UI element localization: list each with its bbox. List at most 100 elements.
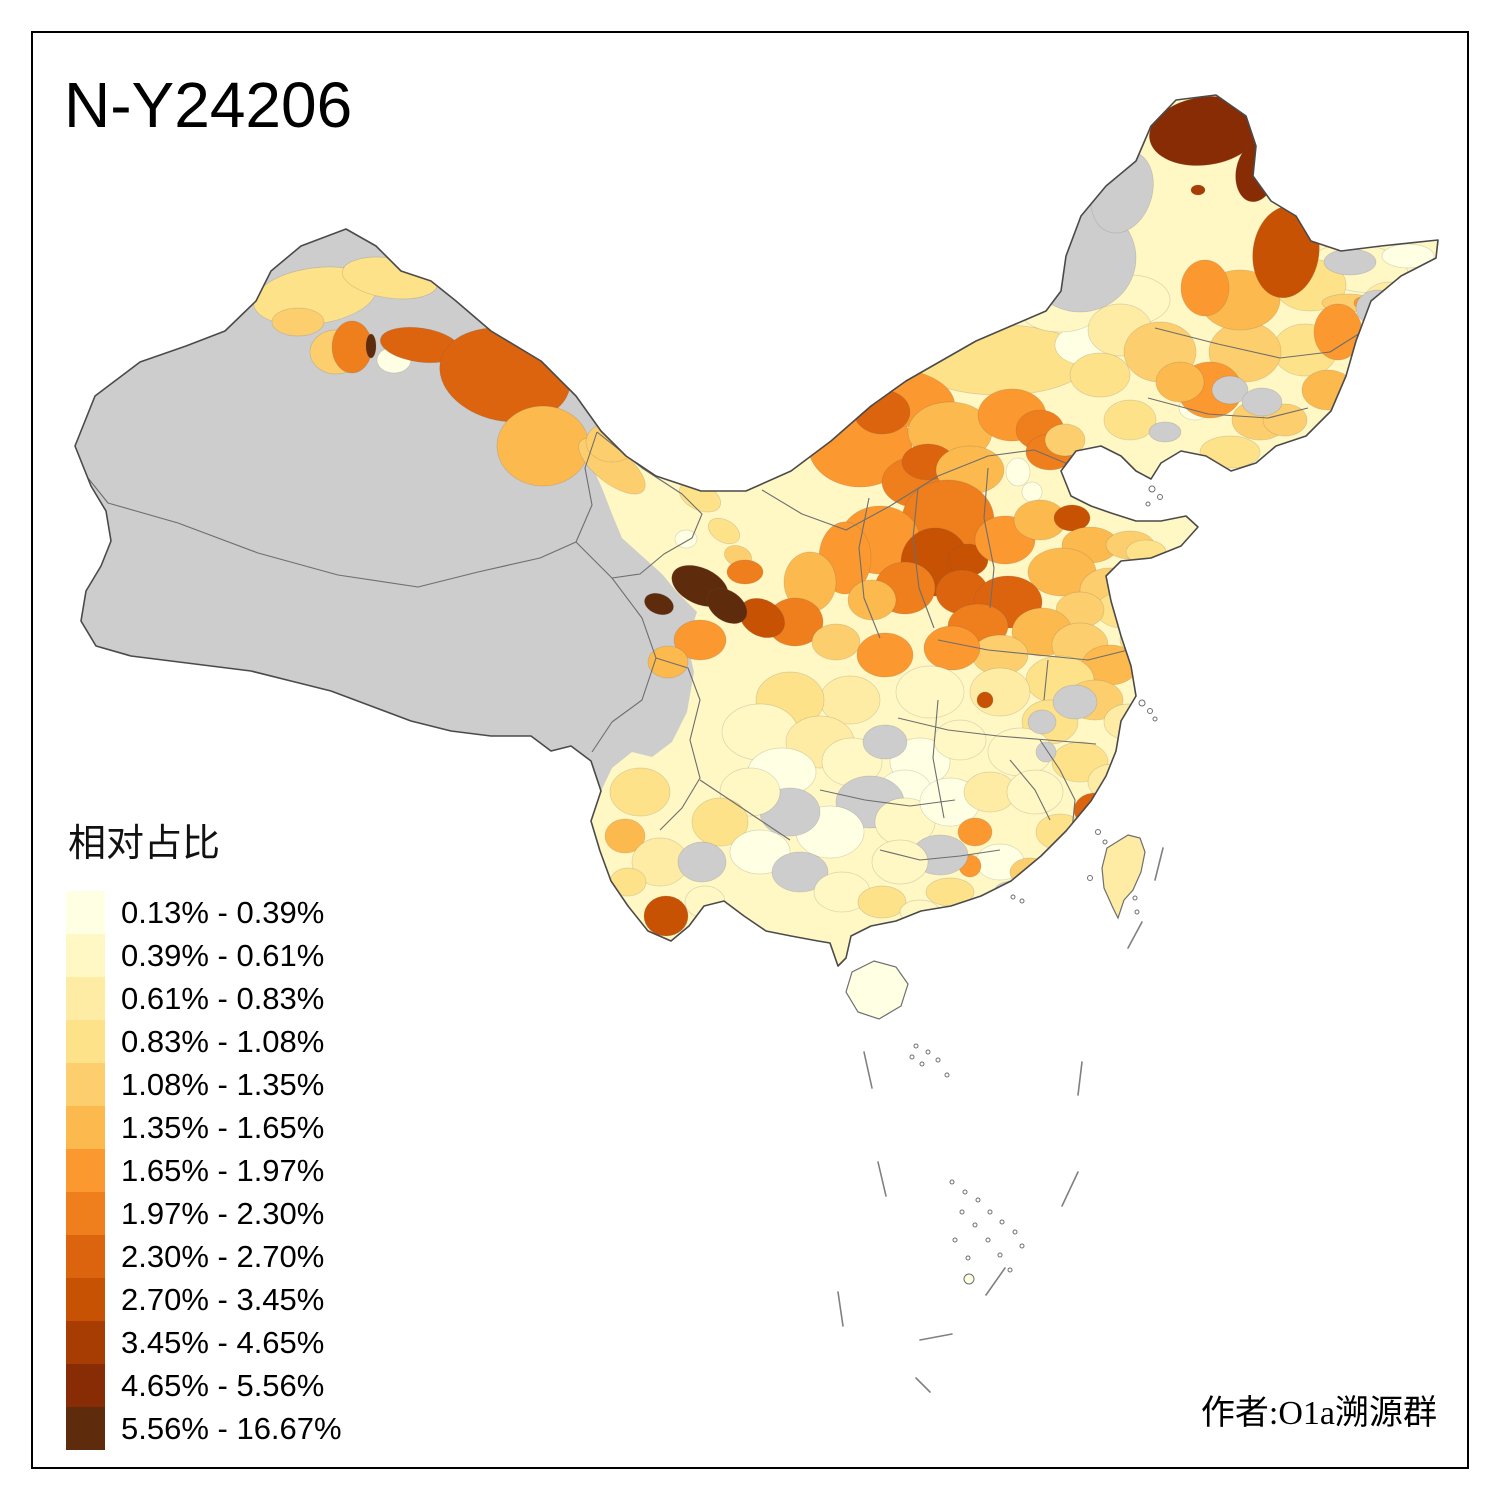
small-island-dot — [1095, 829, 1101, 835]
province-border-line — [897, 717, 1097, 745]
region-blob — [1052, 684, 1098, 720]
legend-row: 1.35% - 1.65% — [66, 1106, 342, 1149]
province-border-line — [819, 789, 956, 807]
legend-label: 0.39% - 0.61% — [121, 937, 325, 973]
small-island-dot — [997, 1252, 1003, 1258]
region-blob — [976, 691, 994, 709]
legend-row: 0.39% - 0.61% — [66, 934, 342, 977]
small-island-dot — [1134, 909, 1140, 915]
region-blob — [1006, 769, 1064, 815]
sea-dash-lines — [837, 847, 1164, 1393]
legend-label: 1.97% - 2.30% — [121, 1195, 325, 1231]
region-blob — [847, 579, 897, 621]
province-border-line — [1154, 327, 1369, 359]
province-border-line — [699, 779, 791, 841]
small-island-dot — [944, 1072, 950, 1078]
province-border-line — [937, 639, 1129, 661]
hainan-island — [845, 960, 909, 1020]
small-island-dot — [962, 1189, 968, 1195]
legend: 相对占比 0.13% - 0.39% 0.39% - 0.61% 0.61% - 0… — [66, 812, 342, 1450]
legend-label: 5.56% - 16.67% — [121, 1410, 342, 1446]
national-border-line — [74, 94, 1439, 967]
region-blob — [957, 817, 993, 847]
sea-dash — [837, 1291, 844, 1327]
sea-dash — [877, 1161, 887, 1197]
region-blob — [1021, 481, 1043, 503]
legend-row: 5.56% - 16.67% — [66, 1407, 342, 1450]
region-blob — [933, 719, 987, 761]
legend-swatch — [66, 1063, 105, 1106]
legend-label: 0.83% - 1.08% — [121, 1023, 325, 1059]
region-blob — [895, 665, 965, 719]
legend-label: 1.35% - 1.65% — [121, 1109, 325, 1145]
region-blob — [1155, 361, 1205, 403]
legend-label: 0.13% - 0.39% — [121, 894, 325, 930]
region-blob — [271, 307, 325, 337]
province-border-line — [983, 467, 995, 609]
province-border-line — [858, 497, 881, 639]
legend-row: 0.61% - 0.83% — [66, 977, 342, 1020]
region-blob — [857, 885, 907, 919]
legend-swatch — [66, 891, 105, 934]
legend-swatch — [66, 1020, 105, 1063]
small-island-dot — [949, 1179, 955, 1185]
region-blob — [811, 623, 861, 661]
small-island-dot — [1138, 699, 1146, 707]
region-blob — [673, 619, 727, 661]
region-blob — [993, 880, 1031, 904]
province-border-line — [87, 431, 598, 588]
region-blob — [674, 529, 698, 549]
region-blob — [1103, 399, 1157, 441]
small-island-dot — [1102, 839, 1108, 845]
legend-swatch — [66, 1192, 105, 1235]
small-island-dot — [935, 1057, 941, 1063]
small-island-dot — [1147, 708, 1153, 714]
region-blob — [365, 333, 377, 359]
region-blob — [691, 797, 749, 847]
legend-swatch — [66, 977, 105, 1020]
legend-row: 1.97% - 2.30% — [66, 1192, 342, 1235]
region-blob — [853, 389, 911, 435]
region-blob — [1053, 504, 1091, 532]
sea-dash — [1061, 1171, 1079, 1207]
region-blob — [1073, 792, 1117, 828]
legend-rows: 0.13% - 0.39% 0.39% - 0.61% 0.61% - 0.83% 0… — [66, 891, 342, 1450]
region-blob — [1069, 352, 1131, 398]
province-border-line — [655, 657, 701, 831]
sea-dash — [1154, 847, 1164, 881]
legend-label: 2.70% - 3.45% — [121, 1281, 325, 1317]
legend-swatch — [66, 1106, 105, 1149]
legend-row: 0.13% - 0.39% — [66, 891, 342, 934]
legend-label: 0.61% - 0.83% — [121, 980, 325, 1016]
legend-swatch — [66, 1149, 105, 1192]
legend-row: 0.83% - 1.08% — [66, 1020, 342, 1063]
legend-row: 2.70% - 3.45% — [66, 1278, 342, 1321]
province-border-line — [879, 849, 1001, 861]
sea-dash — [1077, 1061, 1083, 1096]
small-island-dot — [1087, 875, 1093, 881]
province-border-line — [761, 449, 1097, 531]
islands — [845, 485, 1163, 1285]
attribution: 作者:O1a溯源群 — [1200, 1395, 1437, 1432]
region-blob — [1035, 813, 1085, 851]
legend-row: 2.30% - 2.70% — [66, 1235, 342, 1278]
region-blob — [609, 867, 647, 897]
province-border-line — [1009, 759, 1051, 821]
region-blob — [706, 588, 748, 624]
small-island-dot — [999, 1219, 1005, 1225]
region-blob — [1211, 375, 1249, 405]
small-island-dot — [1010, 894, 1016, 900]
small-island-dot — [1019, 898, 1025, 904]
region-blob — [1381, 243, 1435, 269]
region-blob — [1190, 184, 1206, 196]
small-island-dot — [925, 1049, 931, 1055]
region-blob — [862, 724, 908, 760]
small-island-dot — [965, 1255, 971, 1261]
legend-label: 3.45% - 4.65% — [121, 1324, 325, 1360]
small-island-dot — [909, 1054, 915, 1060]
legend-row: 3.45% - 4.65% — [66, 1321, 342, 1364]
region-blob — [969, 667, 1031, 717]
small-islet — [963, 1273, 975, 1285]
legend-label: 2.30% - 2.70% — [121, 1238, 325, 1274]
small-island-dot — [913, 1043, 919, 1049]
